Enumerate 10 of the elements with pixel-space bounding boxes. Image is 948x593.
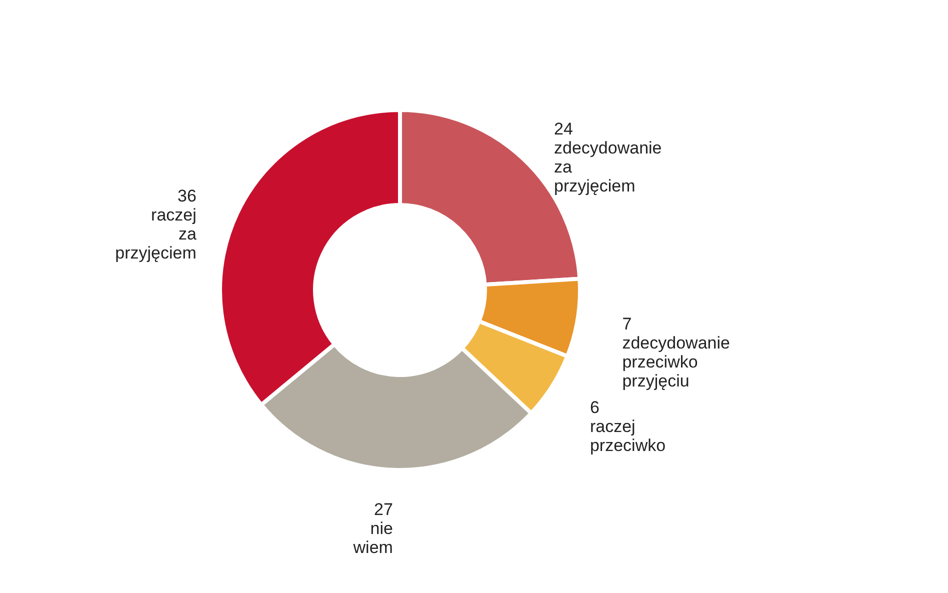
slice-label: nie wiem [352, 518, 393, 557]
data-label: 27 [374, 500, 393, 519]
data-label: 6 [590, 398, 600, 417]
data-label: 7 [622, 314, 632, 334]
data-label: 24 [554, 120, 573, 139]
data-label: 36 [177, 186, 196, 206]
slice-label: zdecydowanie przeciwko przyjęciu [622, 333, 730, 390]
slice-label: zdecydowanie za przyjęciem [554, 138, 662, 196]
slice-label: raczej za przyjęciem [115, 205, 197, 262]
slice-label: raczej przeciwko [590, 416, 666, 455]
